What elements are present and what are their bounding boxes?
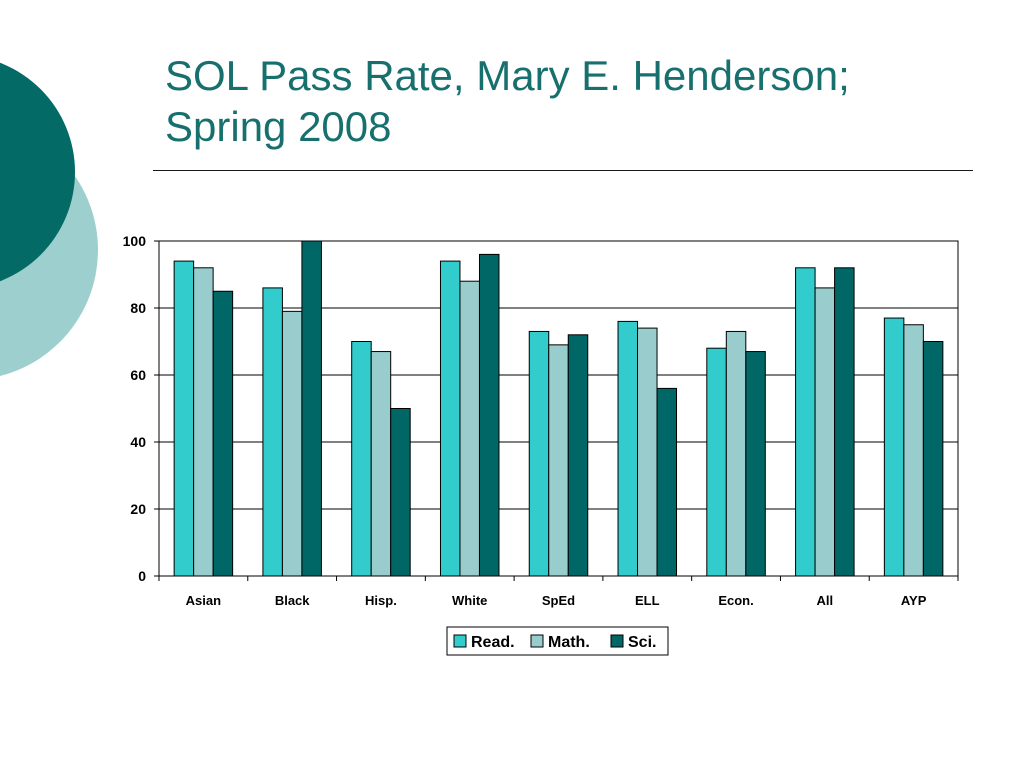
y-tick-label: 60: [130, 367, 146, 383]
legend-label: Read.: [471, 634, 515, 651]
decorative-circles: [0, 62, 98, 376]
x-tick-label: Asian: [186, 593, 221, 608]
bar-read: [795, 267, 816, 577]
y-tick-label: 20: [130, 501, 146, 517]
bar-sci: [745, 351, 766, 577]
bar-read: [883, 317, 905, 577]
title-underline: [153, 170, 973, 171]
x-tick-label: All: [817, 593, 834, 608]
x-tick-label: Econ.: [718, 593, 753, 608]
bar-sci: [390, 408, 411, 577]
legend-swatch: [610, 634, 624, 648]
x-tick-label: AYP: [901, 593, 927, 608]
bar-sci: [478, 253, 500, 577]
legend: [446, 626, 669, 656]
legend-label: Math.: [548, 634, 590, 651]
bar-sci: [656, 387, 678, 577]
bar-sci: [212, 290, 234, 577]
bar-math: [725, 330, 747, 577]
bar-sci: [922, 341, 944, 577]
x-tick-label: ELL: [635, 593, 660, 608]
y-tick-label: 0: [138, 568, 146, 584]
x-tick-label: Hisp.: [365, 593, 397, 608]
dark-circle: [0, 62, 75, 282]
bar-math: [281, 310, 303, 577]
legend-swatch: [530, 634, 544, 648]
bar-read: [617, 320, 639, 577]
bar-math: [548, 344, 569, 577]
bar-read: [528, 330, 550, 577]
y-tick-label: 40: [130, 434, 146, 450]
bar-read: [262, 287, 283, 577]
legend-label: Sci.: [628, 634, 656, 651]
bar-math: [193, 267, 214, 577]
bar-math: [459, 280, 480, 577]
bar-sci: [301, 240, 322, 577]
bar-math: [814, 287, 836, 577]
x-tick-label: White: [452, 593, 487, 608]
title-line-2: Spring 2008: [165, 103, 392, 150]
bar-read: [706, 347, 727, 577]
bar-math: [903, 324, 924, 577]
slide-title: SOL Pass Rate, Mary E. Henderson; Spring…: [165, 50, 985, 152]
x-tick-label: Black: [275, 593, 310, 608]
legend-swatch: [453, 634, 467, 648]
x-tick-label: SpEd: [542, 593, 575, 608]
bar-math: [370, 351, 392, 577]
title-line-1: SOL Pass Rate, Mary E. Henderson;: [165, 52, 850, 99]
bar-sci: [567, 334, 589, 577]
bar-math: [637, 327, 658, 577]
bar-sci: [834, 267, 855, 577]
y-tick-label: 100: [123, 233, 147, 249]
y-tick-label: 80: [130, 300, 146, 316]
bar-read: [439, 260, 461, 577]
bar-read: [173, 260, 195, 577]
bar-read: [351, 341, 372, 577]
